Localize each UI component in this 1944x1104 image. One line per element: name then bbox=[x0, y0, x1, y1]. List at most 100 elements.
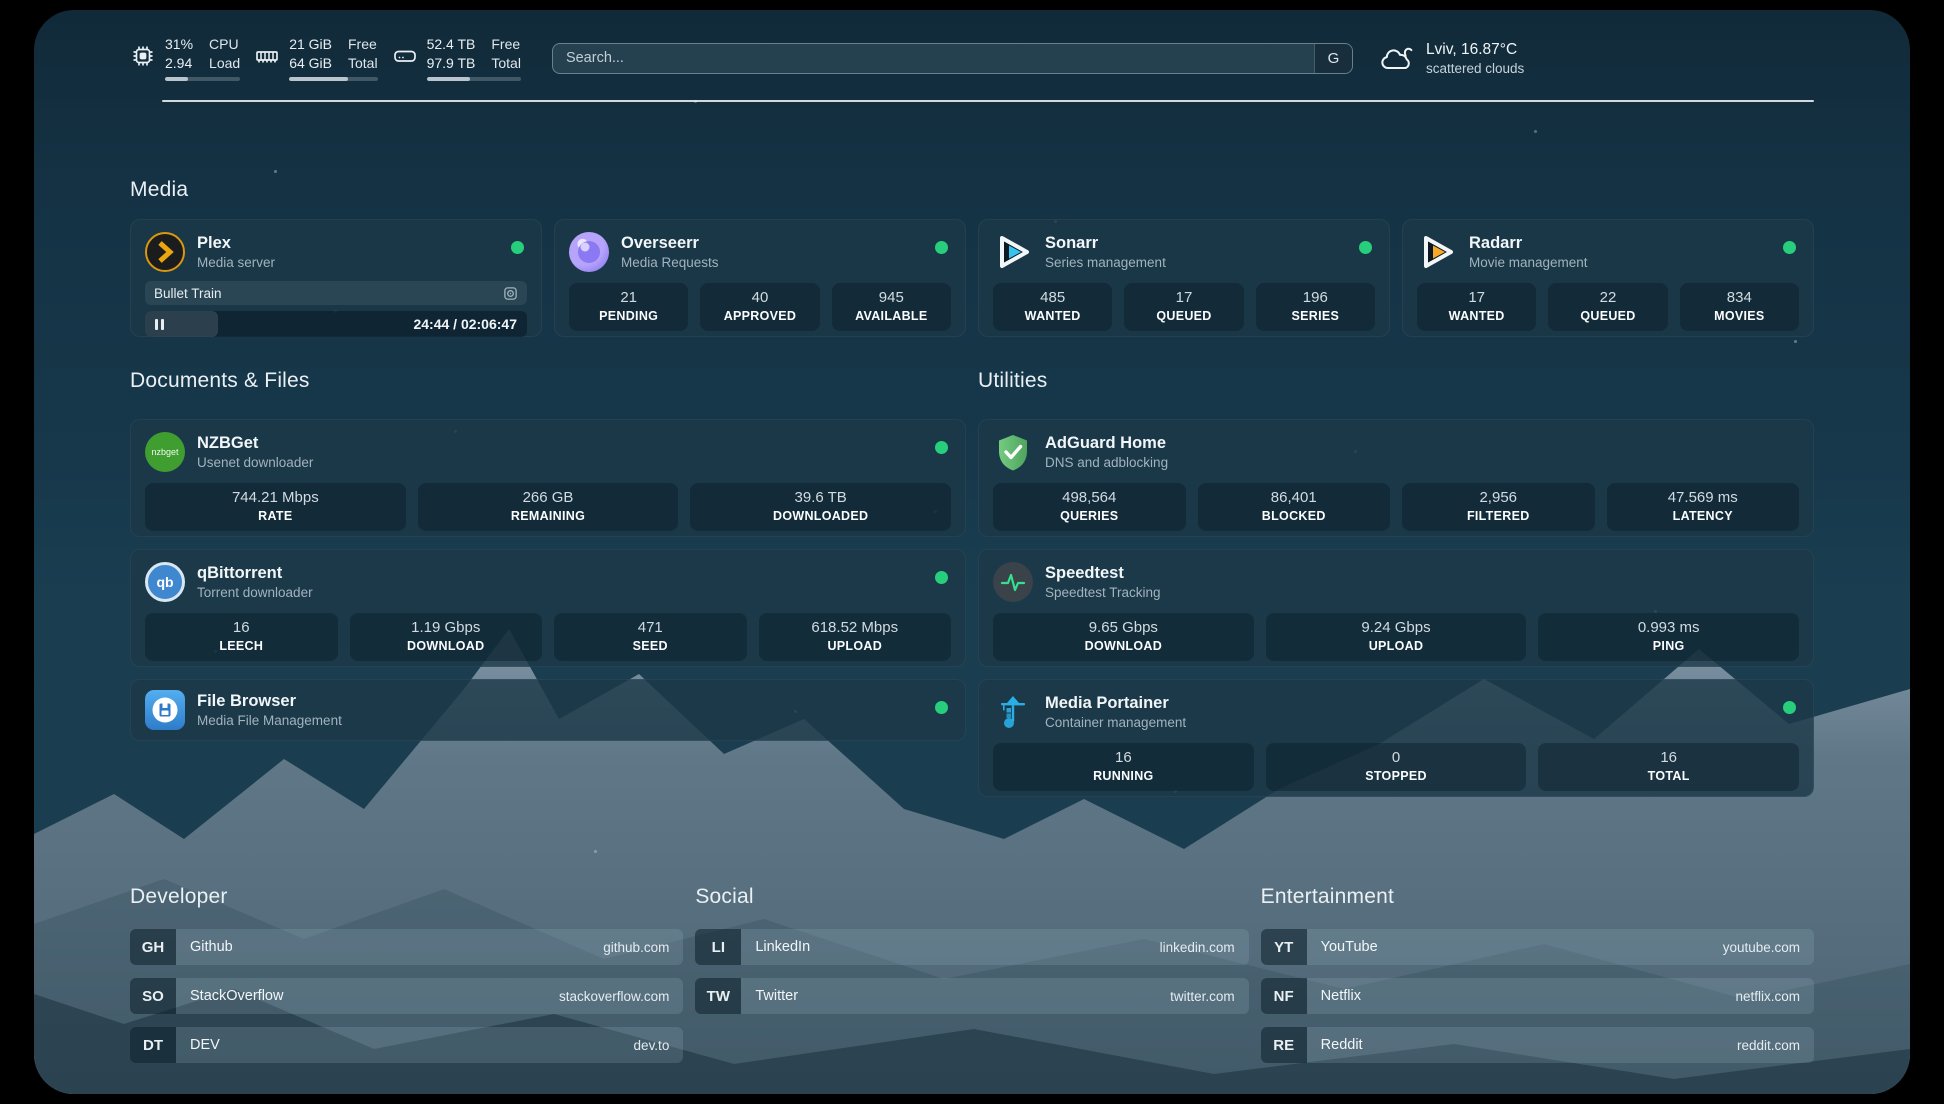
playback-progress-bar: 24:44 / 02:06:47 bbox=[145, 311, 527, 337]
weather-location-temp: Lviv, 16.87°C bbox=[1425, 40, 1518, 58]
app-desc: DNS and adblocking bbox=[1045, 454, 1169, 470]
bookmark-github[interactable]: GH Github github.com bbox=[130, 929, 684, 965]
stat-box: 9.65 Gbps DOWNLOAD bbox=[993, 613, 1254, 662]
bookmark-dev[interactable]: DT DEV dev.to bbox=[130, 1027, 684, 1063]
app-desc: Media File Management bbox=[197, 712, 342, 728]
bookmark-url: linkedin.com bbox=[1159, 939, 1235, 955]
pause-icon[interactable] bbox=[155, 318, 164, 330]
search-engine-button[interactable]: G bbox=[1313, 43, 1352, 73]
section-title-documents: Documents & Files bbox=[130, 369, 310, 392]
stat-box: 266 GB REMAINING bbox=[417, 483, 679, 532]
bookmark-name: Github bbox=[190, 939, 233, 955]
now-playing-title: Bullet Train bbox=[154, 285, 222, 301]
disk-stat: 52.4 TB 97.9 TB Free Total bbox=[392, 35, 521, 82]
app-name: Media Portainer bbox=[1045, 693, 1169, 712]
app-desc: Media server bbox=[197, 254, 276, 270]
cpu-load-label: Load bbox=[209, 54, 241, 71]
cpu-icon bbox=[133, 46, 153, 66]
bookmark-youtube[interactable]: YT YouTube youtube.com bbox=[1260, 929, 1814, 965]
bookmark-url: dev.to bbox=[633, 1037, 670, 1053]
ram-icon bbox=[256, 50, 279, 63]
ram-total-label: Total bbox=[348, 54, 378, 71]
bookmark-netflix[interactable]: NF Netflix netflix.com bbox=[1260, 978, 1814, 1014]
app-name: Sonarr bbox=[1045, 233, 1099, 252]
bookmark-url: twitter.com bbox=[1170, 988, 1235, 1004]
cpu-percent: 31% bbox=[165, 35, 194, 52]
app-card-portainer[interactable]: Media Portainer Container management 16 R… bbox=[978, 679, 1814, 797]
bookmark-url: youtube.com bbox=[1722, 939, 1800, 955]
app-card-overseerr[interactable]: Overseerr Media Requests 21 PENDING 40 APP… bbox=[554, 219, 966, 337]
ram-stat: 21 GiB 64 GiB Free Total bbox=[254, 35, 378, 82]
disk-total-label: Total bbox=[491, 54, 521, 71]
app-desc: Speedtest Tracking bbox=[1045, 584, 1161, 600]
stat-box: 1.19 Gbps DOWNLOAD bbox=[349, 613, 542, 662]
stat-box: 16 TOTAL bbox=[1538, 743, 1800, 792]
cpu-load-value: 2.94 bbox=[165, 54, 193, 71]
app-card-sonarr[interactable]: Sonarr Series management 485 WANTED 17 QUE… bbox=[978, 219, 1390, 337]
stat-box: 9.24 Gbps UPLOAD bbox=[1265, 613, 1527, 662]
app-name: File Browser bbox=[197, 691, 297, 710]
sonarr-icon bbox=[993, 232, 1033, 272]
ram-free-label: Free bbox=[348, 35, 377, 52]
bookmark-abbr: DT bbox=[130, 1027, 176, 1063]
app-card-speedtest[interactable]: Speedtest Speedtest Tracking 9.65 Gbps DO… bbox=[978, 549, 1814, 667]
stat-box: 2,956 FILTERED bbox=[1402, 483, 1595, 532]
utilities-column: Utilities AdGuard Home bbox=[978, 369, 1814, 809]
bookmark-abbr: YT bbox=[1260, 929, 1307, 965]
bookmark-name: YouTube bbox=[1320, 939, 1378, 955]
top-bar: 31% 2.94 CPU Load bbox=[130, 30, 1814, 86]
disk-free: 52.4 TB bbox=[426, 35, 476, 52]
stat-box: 945 AVAILABLE bbox=[831, 283, 951, 332]
app-desc: Media Requests bbox=[621, 254, 719, 270]
speedtest-icon bbox=[993, 562, 1033, 602]
bookmark-linkedin[interactable]: LI LinkedIn linkedin.com bbox=[695, 929, 1249, 965]
section-title-developer: Developer bbox=[130, 885, 228, 908]
bookmark-twitter[interactable]: TW Twitter twitter.com bbox=[695, 978, 1249, 1014]
dashboard-background: 31% 2.94 CPU Load bbox=[34, 10, 1910, 1094]
header-divider bbox=[162, 100, 1814, 102]
status-online-dot bbox=[1783, 701, 1796, 714]
app-card-radarr[interactable]: Radarr Movie management 17 WANTED 22 QUEUE… bbox=[1402, 219, 1814, 337]
bookmark-url: reddit.com bbox=[1736, 1037, 1800, 1053]
app-card-filebrowser[interactable]: File Browser Media File Management bbox=[130, 679, 966, 741]
status-online-dot bbox=[935, 241, 948, 254]
bookmark-abbr: TW bbox=[695, 978, 742, 1014]
stat-box: 47.569 ms LATENCY bbox=[1606, 483, 1799, 532]
bookmark-name: Netflix bbox=[1320, 988, 1361, 1004]
stat-box: 196 SERIES bbox=[1255, 283, 1375, 332]
app-desc: Usenet downloader bbox=[197, 454, 314, 470]
app-card-nzbget[interactable]: nzbget NZBGet Usenet downloader 744.21 M… bbox=[130, 419, 966, 537]
app-card-plex[interactable]: Plex Media server Bullet Train 24:44 / 0… bbox=[130, 219, 542, 337]
bookmark-name: LinkedIn bbox=[755, 939, 811, 955]
bookmark-abbr: SO bbox=[130, 978, 176, 1014]
status-online-dot bbox=[935, 701, 948, 714]
stat-box: 498,564 QUERIES bbox=[993, 483, 1186, 532]
cpu-progress-bar bbox=[165, 77, 241, 82]
search-input[interactable] bbox=[552, 43, 1352, 73]
ram-total: 64 GiB bbox=[289, 54, 332, 71]
section-title-entertainment: Entertainment bbox=[1260, 885, 1394, 908]
playback-time: 24:44 / 02:06:47 bbox=[413, 316, 517, 332]
bookmark-name: Twitter bbox=[755, 988, 799, 1004]
ram-free: 21 GiB bbox=[289, 35, 332, 52]
stat-box: 86,401 BLOCKED bbox=[1197, 483, 1390, 532]
cpu-stat: 31% 2.94 CPU Load bbox=[130, 35, 241, 82]
weather-widget: Lviv, 16.87°C scattered clouds bbox=[1379, 41, 1524, 76]
app-name: AdGuard Home bbox=[1045, 433, 1167, 452]
bookmark-group-social: Social LI LinkedIn linkedin.com TW Twitt… bbox=[695, 885, 1249, 1076]
app-name: Radarr bbox=[1469, 233, 1523, 252]
section-title-utilities: Utilities bbox=[978, 369, 1048, 392]
app-card-adguard[interactable]: AdGuard Home DNS and adblocking 498,564 Q… bbox=[978, 419, 1814, 537]
app-desc: Torrent downloader bbox=[197, 584, 313, 600]
bookmark-stackoverflow[interactable]: SO StackOverflow stackoverflow.com bbox=[130, 978, 684, 1014]
bookmark-reddit[interactable]: RE Reddit reddit.com bbox=[1260, 1027, 1814, 1063]
app-card-qbittorrent[interactable]: qb qBittorrent Torrent downloader 16 LEEC… bbox=[130, 549, 966, 667]
bookmark-name: DEV bbox=[190, 1037, 220, 1053]
status-online-dot bbox=[511, 241, 524, 254]
disk-free-label: Free bbox=[491, 35, 521, 52]
now-playing-row: Bullet Train bbox=[145, 281, 527, 305]
adguard-icon bbox=[993, 432, 1033, 472]
documents-column: Documents & Files nzbget NZBGet Usenet d… bbox=[130, 369, 966, 809]
stat-box: 17 WANTED bbox=[1417, 283, 1537, 332]
